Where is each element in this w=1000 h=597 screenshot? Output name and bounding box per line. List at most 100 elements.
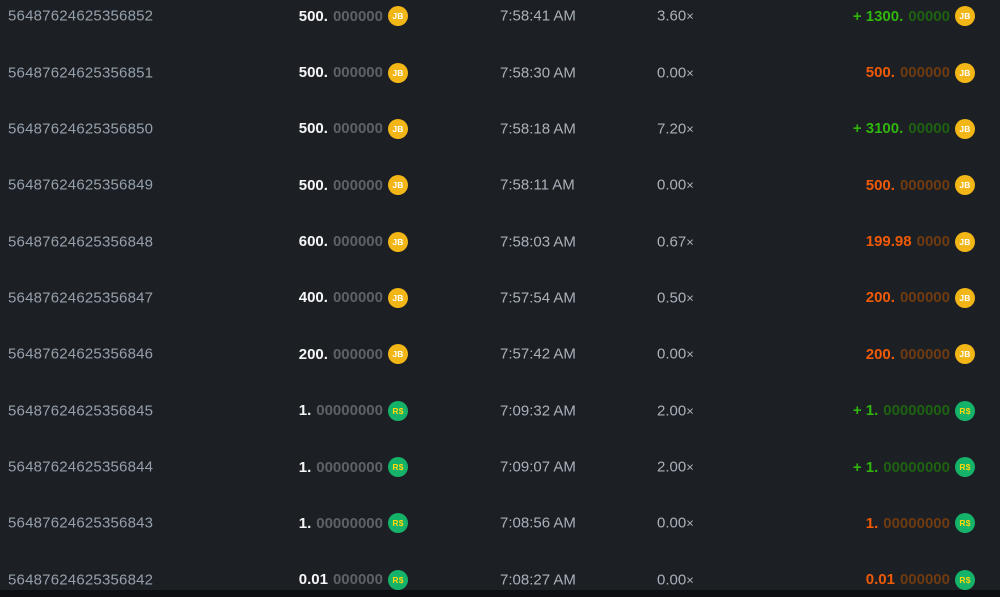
bet-amount: 1. 00000000 R$ (298, 400, 408, 421)
payout-zeros: 000000 (899, 64, 950, 82)
bet-amount-zeros: 00000000 (316, 402, 383, 420)
payout-main: 500. (865, 176, 895, 194)
bet-row[interactable]: 56487624625356850 500. 000000 JB 7:58:18 … (0, 101, 1000, 157)
bet-payout: + 1. 00000000 R$ (852, 400, 975, 421)
bet-id[interactable]: 56487624625356845 (8, 402, 154, 420)
bet-id[interactable]: 56487624625356851 (8, 64, 154, 82)
bet-multiplier: 3.60× (657, 8, 694, 25)
bet-time: 7:09:07 AM (500, 458, 576, 476)
payout-main: 199.98 (865, 233, 912, 251)
jb-token-coin-icon: JB (388, 231, 408, 252)
bet-multiplier: 0.00× (657, 571, 694, 588)
bet-payout: 199.98 0000 JB (865, 231, 975, 252)
bet-time: 7:57:54 AM (500, 289, 576, 307)
bet-id[interactable]: 56487624625356848 (8, 233, 154, 251)
payout-main: 0.01 (865, 571, 895, 589)
bet-amount-zeros: 000000 (332, 7, 383, 25)
bet-id[interactable]: 56487624625356843 (8, 514, 154, 532)
multiplier-x-sign: × (686, 572, 694, 588)
payout-zeros: 00000000 (883, 402, 950, 420)
bet-row[interactable]: 56487624625356846 200. 000000 JB 7:57:42 … (0, 326, 1000, 382)
bet-id[interactable]: 56487624625356844 (8, 458, 154, 476)
bet-time: 7:58:30 AM (500, 64, 576, 82)
bet-amount-main: 500. (298, 176, 328, 194)
multiplier-value: 7.20 (657, 120, 687, 138)
bet-payout: 0.01 000000 R$ (865, 569, 975, 590)
bet-amount: 500. 000000 JB (298, 118, 408, 139)
jb-token-coin-icon: JB (388, 6, 408, 27)
bet-id[interactable]: 56487624625356846 (8, 345, 154, 363)
bet-multiplier: 0.00× (657, 177, 694, 194)
bet-row[interactable]: 56487624625356847 400. 000000 JB 7:57:54 … (0, 270, 1000, 326)
payout-main: + 1. (852, 402, 879, 420)
bet-amount-zeros: 000000 (332, 176, 383, 194)
multiplier-x-sign: × (686, 459, 694, 475)
bet-row[interactable]: 56487624625356849 500. 000000 JB 7:58:11 … (0, 157, 1000, 213)
bet-id[interactable]: 56487624625356849 (8, 176, 154, 194)
bet-multiplier: 2.00× (657, 402, 694, 419)
bet-multiplier: 2.00× (657, 459, 694, 476)
bet-time: 7:58:03 AM (500, 233, 576, 251)
jb-token-coin-icon: JB (388, 287, 408, 308)
bet-payout: 500. 000000 JB (866, 62, 975, 83)
payout-zeros: 000000 (899, 345, 950, 363)
multiplier-value: 0.00 (657, 64, 687, 82)
jb-token-coin-icon: JB (955, 175, 975, 196)
bet-id[interactable]: 56487624625356852 (8, 7, 154, 25)
bet-amount-main: 400. (298, 289, 328, 307)
multiplier-value: 2.00 (657, 402, 687, 420)
bet-payout: + 1. 00000000 R$ (853, 457, 975, 478)
bet-amount-zeros: 000000 (332, 120, 383, 138)
bet-id[interactable]: 56487624625356850 (8, 120, 154, 138)
brl-token-coin-icon: R$ (955, 457, 975, 478)
multiplier-x-sign: × (686, 403, 694, 419)
bet-time: 7:09:32 AM (500, 402, 576, 420)
bet-time: 7:08:56 AM (500, 514, 576, 532)
bet-multiplier: 0.00× (657, 346, 694, 363)
jb-token-coin-icon: JB (388, 344, 408, 365)
bet-time: 7:58:18 AM (500, 120, 576, 138)
multiplier-value: 0.50 (657, 289, 687, 307)
bet-row[interactable]: 56487624625356843 1. 00000000 R$ 7:08:56 … (0, 495, 1000, 551)
bet-multiplier: 0.67× (657, 233, 694, 250)
payout-zeros: 00000 (908, 7, 950, 25)
bet-amount-main: 500. (298, 64, 328, 82)
bet-amount-zeros: 000000 (332, 64, 383, 82)
bet-row[interactable]: 56487624625356842 0.01 000000 R$ 7:08:27 … (0, 552, 1000, 590)
bet-amount: 500. 000000 JB (298, 6, 408, 27)
brl-token-coin-icon: R$ (955, 400, 975, 421)
payout-zeros: 00000 (908, 120, 950, 138)
bet-id[interactable]: 56487624625356842 (8, 571, 154, 589)
bet-row[interactable]: 56487624625356851 500. 000000 JB 7:58:30 … (0, 44, 1000, 100)
bet-id[interactable]: 56487624625356847 (8, 289, 154, 307)
jb-token-coin-icon: JB (955, 62, 975, 83)
bet-amount-main: 500. (298, 120, 328, 138)
payout-zeros: 00000000 (883, 514, 950, 532)
payout-main: 200. (865, 345, 895, 363)
bet-multiplier: 0.00× (657, 64, 694, 81)
bet-amount-main: 1. (298, 402, 312, 420)
jb-token-coin-icon: JB (955, 6, 975, 27)
bet-payout: 200. 000000 JB (865, 344, 975, 365)
multiplier-x-sign: × (686, 121, 694, 137)
bet-amount-zeros: 000000 (332, 289, 383, 307)
multiplier-value: 0.00 (657, 345, 687, 363)
bet-amount: 1. 00000000 R$ (299, 513, 408, 534)
bet-amount-main: 500. (298, 7, 328, 25)
multiplier-x-sign: × (686, 346, 694, 362)
bet-payout: + 1300. 00000 JB (852, 6, 975, 27)
bet-payout: 500. 000000 JB (865, 175, 975, 196)
brl-token-coin-icon: R$ (388, 569, 408, 590)
bet-row[interactable]: 56487624625356845 1. 00000000 R$ 7:09:32 … (0, 383, 1000, 439)
bet-row[interactable]: 56487624625356852 500. 000000 JB 7:58:41 … (0, 0, 1000, 44)
payout-main: 200. (865, 289, 895, 307)
payout-main: + 1300. (852, 7, 904, 25)
bet-amount-main: 200. (298, 345, 328, 363)
bet-multiplier: 0.50× (657, 289, 694, 306)
bet-row[interactable]: 56487624625356844 1. 00000000 R$ 7:09:07 … (0, 439, 1000, 495)
brl-token-coin-icon: R$ (955, 569, 975, 590)
bet-row[interactable]: 56487624625356848 600. 000000 JB 7:58:03 … (0, 213, 1000, 269)
multiplier-x-sign: × (686, 290, 694, 306)
bet-time: 7:08:27 AM (500, 571, 576, 589)
